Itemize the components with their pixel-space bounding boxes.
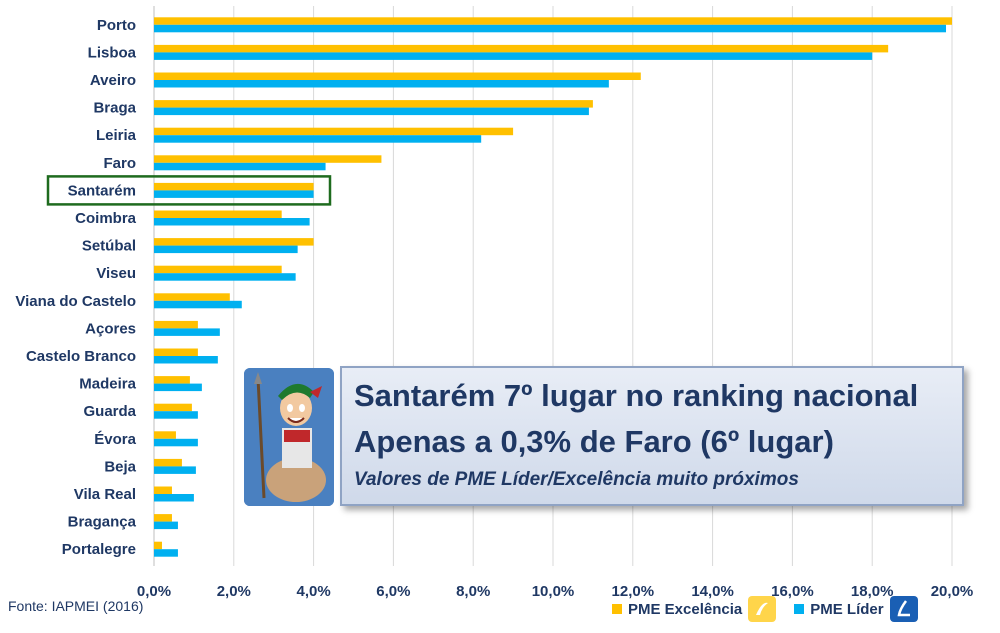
- x-tick-label: 18,0%: [851, 583, 894, 600]
- bar-excelencia: [154, 100, 593, 108]
- callout-box: Santarém 7º lugar no ranking nacional Ap…: [340, 366, 964, 506]
- category-label: Viseu: [96, 265, 136, 282]
- x-tick-label: 8,0%: [456, 583, 490, 600]
- bar-excelencia: [154, 72, 641, 80]
- pme-excelencia-logo-icon: [748, 596, 777, 622]
- legend: PME Excelência PME Líder: [612, 596, 928, 622]
- category-label: Setúbal: [82, 238, 136, 255]
- bar-excelencia: [154, 514, 172, 522]
- legend-item-lider: PME Líder: [794, 596, 918, 622]
- bar-excelencia: [154, 403, 192, 412]
- category-label: Bragança: [68, 514, 137, 531]
- bar-lider: [154, 190, 314, 198]
- callout-headline: Santarém 7º lugar no ranking nacional: [354, 378, 919, 413]
- x-tick-label: 14,0%: [691, 583, 734, 600]
- bar-excelencia: [154, 17, 952, 25]
- category-label: Aveiro: [90, 72, 136, 89]
- legend-label-lider: PME Líder: [810, 600, 884, 618]
- bar-lider: [154, 80, 609, 88]
- source-note: Fonte: IAPMEI (2016): [8, 598, 144, 614]
- legend-swatch-lider: [794, 604, 805, 614]
- bar-excelencia: [154, 44, 889, 53]
- pme-lider-logo-icon: [889, 596, 918, 622]
- category-label: Viana do Castelo: [15, 293, 136, 310]
- category-label: Guarda: [83, 403, 136, 420]
- category-label: Lisboa: [88, 44, 137, 61]
- x-tick-label: 12,0%: [612, 583, 655, 600]
- bar-lider: [154, 24, 947, 33]
- category-label: Évora: [94, 431, 136, 448]
- bar-lider: [154, 494, 194, 502]
- x-tick-label: 20,0%: [931, 583, 974, 600]
- bar-excelencia: [154, 431, 176, 439]
- category-label: Porto: [97, 17, 136, 34]
- bar-lider: [154, 162, 326, 171]
- x-tick-label: 10,0%: [532, 583, 575, 600]
- bar-lider: [154, 383, 202, 392]
- bars-group: [154, 17, 952, 557]
- x-tick-label: 2,0%: [217, 583, 251, 600]
- bar-excelencia: [154, 320, 198, 329]
- bar-excelencia: [154, 376, 190, 384]
- bar-excelencia: [154, 293, 230, 301]
- category-label: Santarém: [68, 182, 136, 199]
- bar-excelencia: [154, 182, 314, 191]
- x-tick-labels: 0,0% 2,0% 4,0% 6,0% 8,0% 10,0% 12,0% 14,0% 16,0%…: [137, 583, 973, 600]
- bar-lider: [154, 411, 198, 419]
- legend-label-excelencia: PME Excelência: [628, 600, 743, 618]
- bar-excelencia: [154, 486, 172, 494]
- bar-excelencia: [154, 265, 282, 274]
- callout-subheadline: Apenas a 0,3% de Faro (6º lugar): [354, 424, 834, 459]
- bar-excelencia: [154, 127, 514, 136]
- category-labels: Porto Lisboa Aveiro Braga Leiria Faro Santarém…: [15, 17, 136, 558]
- bar-lider: [154, 521, 178, 530]
- bar-lider: [154, 52, 873, 60]
- category-label: Castelo Branco: [26, 348, 136, 365]
- bar-excelencia: [154, 155, 382, 163]
- legend-swatch-excelencia: [612, 604, 622, 614]
- category-label: Vila Real: [74, 486, 136, 503]
- bar-lider: [154, 466, 196, 474]
- category-label: Leiria: [96, 127, 137, 144]
- x-tick-label: 0,0%: [137, 583, 171, 600]
- bar-lider: [154, 328, 220, 336]
- bar-lider: [154, 273, 296, 281]
- highlight-box: [46, 175, 332, 206]
- x-tick-label: 16,0%: [771, 583, 814, 600]
- bar-lider: [154, 107, 589, 116]
- bar-excelencia: [154, 458, 182, 467]
- category-label: Portalegre: [62, 541, 136, 558]
- bar-excelencia: [154, 210, 282, 218]
- bar-lider: [154, 549, 178, 557]
- category-label: Coimbra: [75, 210, 137, 227]
- legend-item-excelencia: PME Excelência: [612, 596, 777, 622]
- mascot-image: [244, 368, 334, 506]
- x-tick-label: 4,0%: [296, 583, 330, 600]
- category-label: Açores: [85, 320, 136, 337]
- x-tick-label: 6,0%: [376, 583, 410, 600]
- callout-note: Valores de PME Líder/Excelência muito pr…: [354, 469, 799, 490]
- category-label: Braga: [93, 100, 136, 117]
- bar-lider: [154, 245, 298, 254]
- bar-excelencia: [154, 348, 198, 356]
- bar-lider: [154, 300, 242, 309]
- bar-excelencia: [154, 238, 314, 246]
- category-label: Madeira: [79, 376, 136, 393]
- bar-excelencia: [154, 541, 162, 550]
- bar-lider: [154, 438, 198, 447]
- bar-lider: [154, 356, 218, 364]
- bar-lider: [154, 218, 310, 226]
- category-label: Faro: [103, 155, 136, 172]
- bar-lider: [154, 135, 482, 143]
- category-label: Beja: [104, 458, 136, 475]
